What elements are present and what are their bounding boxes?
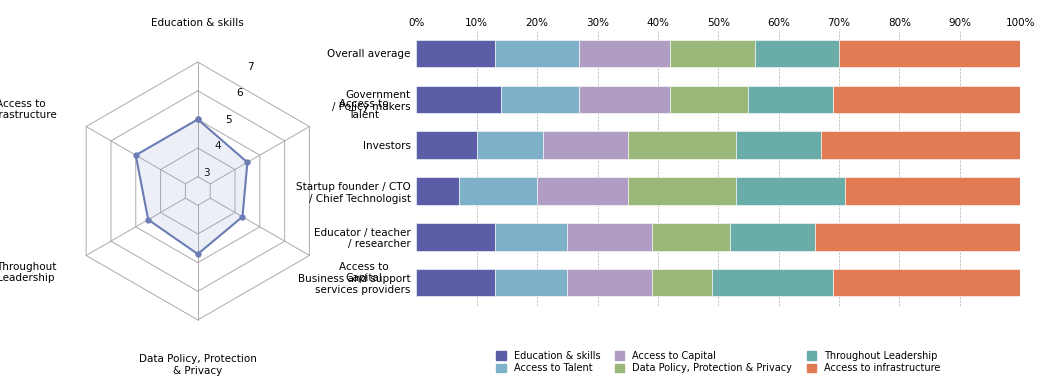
Bar xyxy=(652,269,712,296)
Bar xyxy=(833,269,1020,296)
Text: Throughout
Leadership: Throughout Leadership xyxy=(0,262,56,283)
Bar xyxy=(712,269,833,296)
Bar xyxy=(628,131,736,159)
Bar xyxy=(494,40,580,67)
Bar xyxy=(628,177,736,205)
Bar xyxy=(652,223,731,251)
Text: Data Policy, Protection
& Privacy: Data Policy, Protection & Privacy xyxy=(138,354,257,376)
Bar xyxy=(580,40,670,67)
Bar xyxy=(416,40,494,67)
Text: Access to
Capital: Access to Capital xyxy=(339,262,389,283)
Bar xyxy=(459,177,537,205)
Bar xyxy=(845,177,1020,205)
Text: Education & skills: Education & skills xyxy=(151,18,245,28)
Bar xyxy=(416,131,477,159)
Bar xyxy=(567,269,652,296)
Bar xyxy=(748,86,833,113)
Bar xyxy=(501,86,580,113)
Polygon shape xyxy=(135,119,248,254)
Bar xyxy=(580,86,670,113)
Bar xyxy=(543,131,628,159)
Bar xyxy=(416,86,501,113)
Bar xyxy=(815,223,1020,251)
Bar xyxy=(567,223,652,251)
Bar xyxy=(416,269,494,296)
Text: Access to
Talent: Access to Talent xyxy=(339,99,389,120)
Legend: Education & skills, Access to Talent, Access to Capital, Data Policy, Protection: Education & skills, Access to Talent, Ac… xyxy=(492,347,944,377)
Bar xyxy=(670,40,755,67)
Bar xyxy=(833,86,1020,113)
Bar xyxy=(494,223,567,251)
Bar xyxy=(755,40,839,67)
Bar xyxy=(731,223,815,251)
Bar xyxy=(494,269,567,296)
Bar xyxy=(736,177,845,205)
Bar xyxy=(736,131,821,159)
Bar xyxy=(839,40,1020,67)
Bar xyxy=(670,86,748,113)
Bar xyxy=(416,223,494,251)
Bar xyxy=(821,131,1020,159)
Bar xyxy=(416,177,459,205)
Bar xyxy=(477,131,543,159)
Text: Access to
infrastructure: Access to infrastructure xyxy=(0,99,56,120)
Bar xyxy=(537,177,628,205)
